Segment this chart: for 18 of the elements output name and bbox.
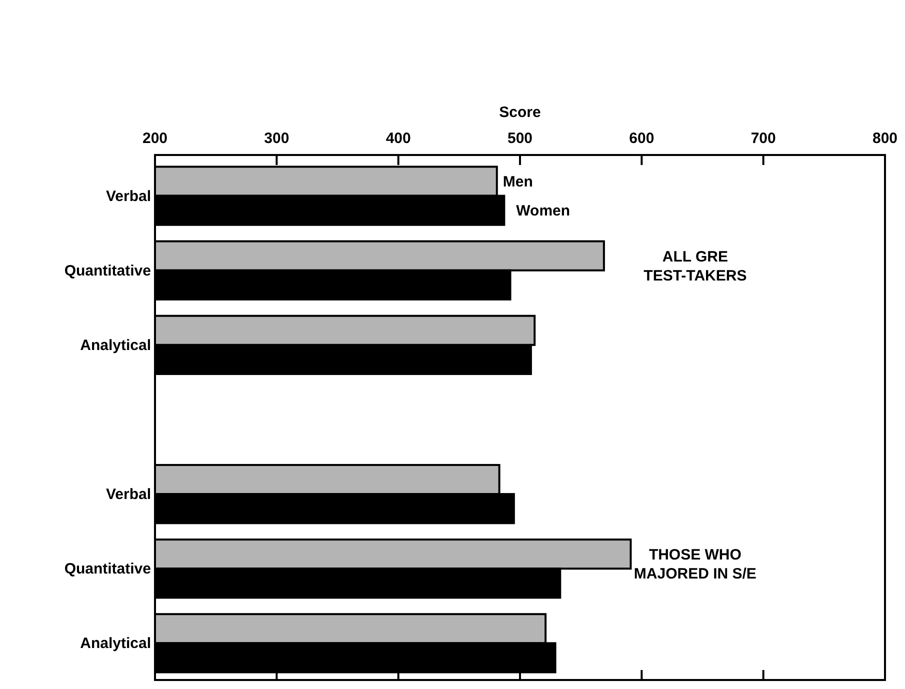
x-tick-label: 300 bbox=[264, 130, 290, 147]
x-tick-label: 800 bbox=[872, 130, 898, 147]
x-tick-label: 600 bbox=[629, 130, 654, 147]
x-tick-label: 500 bbox=[507, 130, 533, 147]
x-tick-label: 200 bbox=[142, 130, 168, 147]
x-tick-label: 700 bbox=[750, 130, 776, 147]
annotation: THOSE WHO MAJORED IN S/E bbox=[634, 546, 756, 583]
annotation: ALL GRE TEST-TAKERS bbox=[644, 248, 747, 284]
x-tick-label: 400 bbox=[386, 130, 411, 147]
y-tick-label: Analytical bbox=[80, 635, 151, 652]
y-tick-label: Analytical bbox=[80, 336, 151, 354]
x-axis-title: Score bbox=[499, 104, 541, 121]
y-tick-label: Verbal bbox=[106, 188, 151, 205]
series-label: Women bbox=[516, 202, 570, 220]
y-tick-label: Verbal bbox=[106, 486, 151, 504]
y-tick-label: Quantitative bbox=[64, 560, 151, 578]
series-label: Men bbox=[502, 173, 533, 190]
y-tick-label: Quantitative bbox=[64, 262, 151, 280]
